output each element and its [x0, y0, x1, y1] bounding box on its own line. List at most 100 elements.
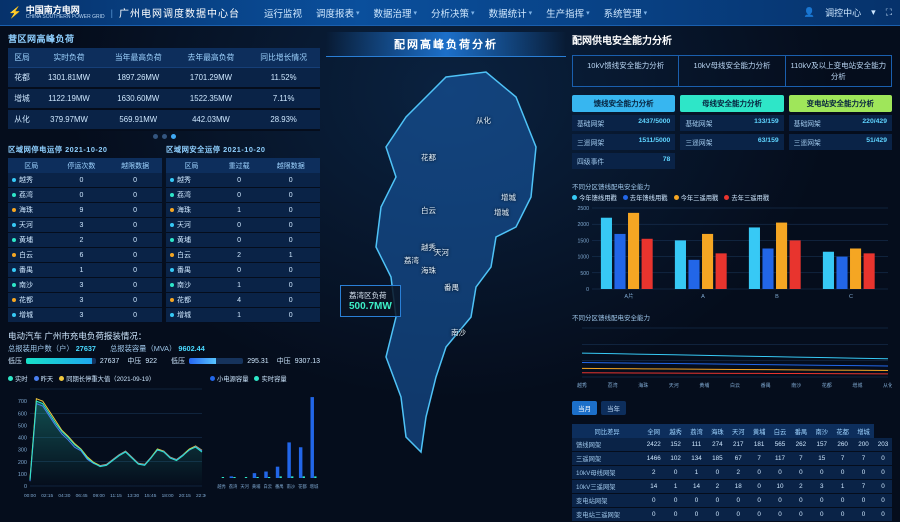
- svg-text:600: 600: [18, 411, 27, 417]
- district-label-nansha: 南沙: [451, 327, 466, 338]
- svg-text:B: B: [775, 294, 779, 299]
- svg-text:南沙: 南沙: [791, 382, 801, 389]
- svg-text:荔湾: 荔湾: [608, 382, 618, 389]
- svg-text:1500: 1500: [577, 238, 589, 244]
- district-label-huangpu: 增城: [494, 207, 509, 218]
- table-row[interactable]: 从化 379.97MW 569.91MW 442.03MW 28.93%: [8, 109, 320, 130]
- table-row[interactable]: 南沙 3 0: [8, 278, 162, 293]
- table-row[interactable]: 海珠 1 0: [166, 203, 320, 218]
- svg-text:增城: 增城: [310, 483, 319, 490]
- user-label[interactable]: 调控中心: [825, 6, 861, 19]
- capacity-col-feeder: 馈线安全能力分析 基础网架 2437/5000 三遥网架 1511/5000 四级事…: [572, 95, 675, 169]
- small-bar-svg[interactable]: 越秀 荔湾 天河 黄埔 白云 番禺 南沙 花都 增城: [210, 385, 320, 490]
- nav-item-system[interactable]: 系统管理 ▾: [604, 6, 648, 20]
- svg-text:13:30: 13:30: [127, 493, 139, 499]
- table-row[interactable]: 天河 0 0: [166, 218, 320, 233]
- svg-text:白云: 白云: [263, 483, 272, 490]
- table-row[interactable]: 花都 4 0: [166, 293, 320, 308]
- nav-item-monitor[interactable]: 运行监视: [264, 6, 302, 20]
- table-row[interactable]: 10kV三遥网架 14 1 14 2 18 0 10 2 3 1 7 0: [572, 480, 892, 494]
- table-row[interactable]: 花都 3 0: [8, 293, 162, 308]
- svg-text:300: 300: [18, 448, 27, 454]
- table-row[interactable]: 增城 3 0: [8, 308, 162, 323]
- table-row[interactable]: 黄埔 0 0: [166, 233, 320, 248]
- svg-text:22:30: 22:30: [196, 493, 206, 499]
- table-row[interactable]: 白云 6 0: [8, 248, 162, 263]
- table-row[interactable]: 变电站三遥网架 0 0 0 0 0 0 0 0 0 0 0 0: [572, 508, 892, 522]
- left-column: 营区网高峰负荷 区局 实时负荷 当年最高负荷 去年最高负荷 同比增长情况 花都 …: [8, 32, 320, 449]
- capacity-columns: 馈线安全能力分析 基础网架 2437/5000 三遥网架 1511/5000 四级事…: [572, 95, 892, 169]
- svg-text:越秀: 越秀: [577, 382, 587, 389]
- svg-text:黄埔: 黄埔: [699, 382, 709, 389]
- svg-text:黄埔: 黄埔: [252, 483, 261, 490]
- power-grid-icon: ⚡: [8, 6, 22, 19]
- district-label-haizhu: 海珠: [421, 265, 436, 276]
- svg-text:2000: 2000: [577, 222, 589, 228]
- safety-summary-table: 同比差异 全网 越秀 荔湾 海珠 天河 黄埔 白云 番禺 南沙 花都 增城 馈线网架 2422 152 11…: [572, 424, 892, 522]
- nav-item-production[interactable]: 生产指挥 ▾: [546, 6, 590, 20]
- page-dot-3[interactable]: [171, 134, 176, 139]
- table-row[interactable]: 荔湾 0 0: [166, 188, 320, 203]
- svg-text:海珠: 海珠: [638, 382, 648, 389]
- control-month[interactable]: 当月: [572, 401, 597, 415]
- table-row[interactable]: 增城 1 0: [166, 308, 320, 323]
- table-row[interactable]: 天河 3 0: [8, 218, 162, 233]
- outage-table: 区局 停运次数 越限数据 越秀 0 0 荔湾 0 0 海珠 9 0 天河 3 0 黄埔 2 0 白云 6 0 番禺 1…: [8, 158, 162, 323]
- table-row[interactable]: 白云 2 1: [166, 248, 320, 263]
- nav-item-reports[interactable]: 调度报表 ▾: [316, 6, 360, 20]
- tab-feeder[interactable]: 10kV馈线安全能力分析: [573, 56, 679, 86]
- district-label-tianhe: 天河: [434, 247, 449, 258]
- fullscreen-icon[interactable]: ⛶: [886, 7, 892, 18]
- svg-text:番禺: 番禺: [275, 483, 284, 490]
- svg-text:18:00: 18:00: [162, 493, 174, 499]
- table-row[interactable]: 越秀 0 0: [8, 173, 162, 188]
- safety-tabs: 10kV馈线安全能力分析 10kV母线安全能力分析 110kV及以上变电站安全能…: [572, 55, 892, 87]
- table-row[interactable]: 黄埔 2 0: [8, 233, 162, 248]
- line-chart-svg[interactable]: 越秀 荔湾 海珠 天河 黄埔 白云 番禺 南沙 花都 增城 从化: [572, 324, 892, 389]
- svg-text:20:15: 20:15: [179, 493, 191, 499]
- table-row[interactable]: 越秀 0 0: [166, 173, 320, 188]
- app-root: { "header": { "org_cn": "中国南方电网", "org_s…: [0, 0, 900, 455]
- svg-text:500: 500: [18, 423, 27, 429]
- district-highlight-box[interactable]: 荔湾区负荷 500.7MW: [340, 285, 401, 317]
- capacity-col-substation: 变电站安全能力分析 基础网架 220/429 三遥网架 51/429: [789, 95, 892, 169]
- table-controls: 当月 当年: [572, 401, 892, 415]
- table-row[interactable]: 花都 1301.81MW 1897.26MW 1701.29MW 11.52%: [8, 68, 320, 89]
- svg-text:11:15: 11:15: [110, 493, 122, 499]
- table-row[interactable]: 海珠 9 0: [8, 203, 162, 218]
- tab-substation[interactable]: 110kV及以上变电站安全能力分析: [786, 56, 891, 86]
- table-row[interactable]: 变电站网架 0 0 0 0 0 0 0 0 0 0 0 0: [572, 494, 892, 508]
- table-row[interactable]: 三遥网架 1466 102 134 185 67 7 117 7 15 7 7 0: [572, 452, 892, 466]
- load-curve-svg[interactable]: 0 100 200 300 400 500 600 700 00:00 02:15 04:30 06…: [8, 385, 206, 500]
- peak-load-table: 区局 实时负荷 当年最高负荷 去年最高负荷 同比增长情况 花都 1301.81M…: [8, 48, 320, 131]
- nav-item-decision[interactable]: 分析决策 ▾: [431, 6, 475, 20]
- table-row[interactable]: 荔湾 0 0: [8, 188, 162, 203]
- table-row[interactable]: 馈线网架 2422 152 111 274 217 181 565 262 157 260 200 20…: [572, 438, 892, 452]
- svg-text:荔湾: 荔湾: [229, 483, 238, 490]
- page-dot-1[interactable]: [153, 134, 158, 139]
- security-table: 区局 重过载 越限数据 越秀 0 0 荔湾 0 0 海珠 1 0 天河 0 0 黄埔 0 0 白云 2 1 番禺 0 0…: [166, 158, 320, 323]
- svg-text:A片: A片: [624, 292, 633, 299]
- tab-busbar[interactable]: 10kV母线安全能力分析: [679, 56, 785, 86]
- control-year[interactable]: 当年: [601, 401, 626, 415]
- svg-text:02:15: 02:15: [41, 493, 53, 499]
- table-row[interactable]: 10kV母线网架 2 0 1 0 2 0 0 0 0 0 0 0: [572, 466, 892, 480]
- nav-item-stats[interactable]: 数据统计 ▾: [489, 6, 533, 20]
- district-label-baiyun: 白云: [421, 205, 436, 216]
- safety-panel-title: 配网供电安全能力分析: [572, 32, 892, 47]
- svg-text:天河: 天河: [240, 483, 249, 490]
- svg-text:2500: 2500: [577, 206, 589, 212]
- svg-text:增城: 增城: [852, 382, 862, 389]
- table-row[interactable]: 番禺 1 0: [8, 263, 162, 278]
- nav-item-governance[interactable]: 数据治理 ▾: [374, 6, 418, 20]
- table-row[interactable]: 南沙 1 0: [166, 278, 320, 293]
- page-dot-2[interactable]: [162, 134, 167, 139]
- svg-text:番禺: 番禺: [761, 382, 771, 389]
- table-row[interactable]: 番禺 0 0: [166, 263, 320, 278]
- district-label-zengcheng: 增城: [501, 192, 516, 203]
- guangzhou-map[interactable]: 从化 花都 白云 增城 越秀 荔湾 天河 海珠 番禺 南沙 增城 荔湾区负荷 5…: [326, 57, 566, 457]
- load-curve-chart: 实时 昨天 同期长停重大值（2021-09-19）: [8, 374, 206, 505]
- table-row[interactable]: 增城 1122.19MW 1630.60MW 1522.35MW 7.11%: [8, 88, 320, 109]
- capacity-bar-svg[interactable]: 2500 2000 1500 1000 500 0 A片 A B C: [572, 204, 892, 299]
- pagination-dots[interactable]: [8, 134, 320, 139]
